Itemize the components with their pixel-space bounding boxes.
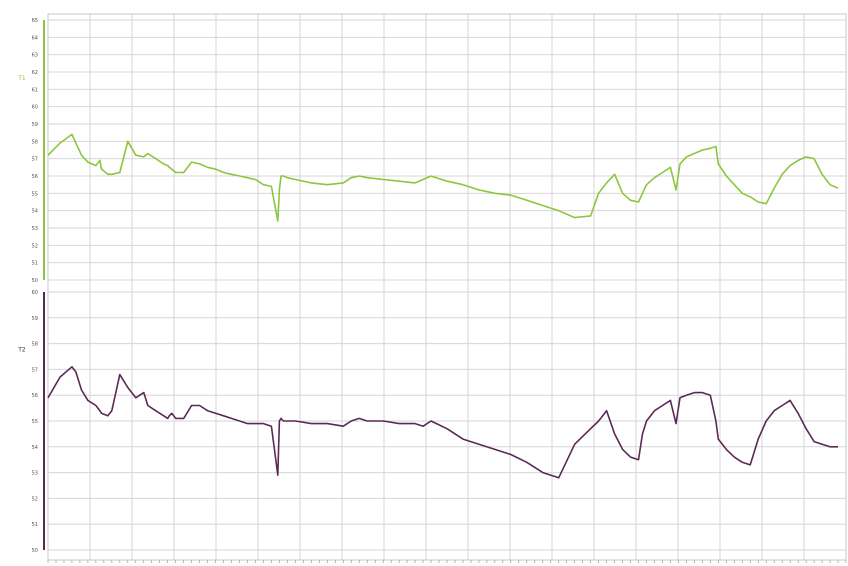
y-tick-label: 58 bbox=[32, 139, 38, 145]
y-tick-label: 61 bbox=[32, 87, 38, 93]
t1-panel: 50 51 52 53 54 55 56 57 58 59 60 61 62 63 64 65 T1 bbox=[17, 18, 846, 284]
plot-frame bbox=[47, 13, 847, 561]
y-tick-label: 55 bbox=[32, 419, 38, 425]
y-tick-label: 52 bbox=[32, 496, 38, 502]
y-tick-label: 60 bbox=[32, 290, 38, 296]
y-tick-label: 64 bbox=[32, 35, 38, 41]
y-tick-label: 51 bbox=[32, 522, 38, 528]
y-tick-label: 50 bbox=[32, 548, 38, 554]
y-tick-label: 57 bbox=[32, 157, 38, 163]
y-tick-label: 56 bbox=[32, 393, 38, 399]
y-axis-label: T2 bbox=[17, 346, 26, 353]
y-tick-label: 50 bbox=[32, 278, 38, 284]
y-tick-label: 59 bbox=[32, 122, 38, 128]
y-tick-label: 55 bbox=[32, 191, 38, 197]
y-tick-label: 63 bbox=[32, 53, 38, 59]
series-line-t1 bbox=[47, 133, 839, 222]
chart-grid bbox=[47, 13, 847, 563]
series-line-t2 bbox=[47, 365, 838, 479]
y-tick-label: 59 bbox=[32, 316, 38, 322]
y-tick-label: 57 bbox=[32, 367, 38, 373]
y-tick-label: 54 bbox=[32, 445, 38, 451]
y-tick-label: 51 bbox=[32, 261, 38, 267]
y-tick-label: 62 bbox=[32, 70, 38, 76]
t2-panel: 50 51 52 53 54 55 56 57 58 59 60 T2 bbox=[17, 290, 846, 554]
y-tick-label: 53 bbox=[32, 226, 38, 232]
y-tick-label: 54 bbox=[32, 209, 38, 215]
y-tick-label: 58 bbox=[32, 342, 38, 348]
y-tick-label: 60 bbox=[32, 105, 38, 111]
y-tick-label: 53 bbox=[32, 471, 38, 477]
y-tick-label: 56 bbox=[32, 174, 38, 180]
y-tick-label: 52 bbox=[32, 243, 38, 249]
y-axis-label: T1 bbox=[17, 75, 26, 82]
y-tick-label: 65 bbox=[32, 18, 38, 24]
